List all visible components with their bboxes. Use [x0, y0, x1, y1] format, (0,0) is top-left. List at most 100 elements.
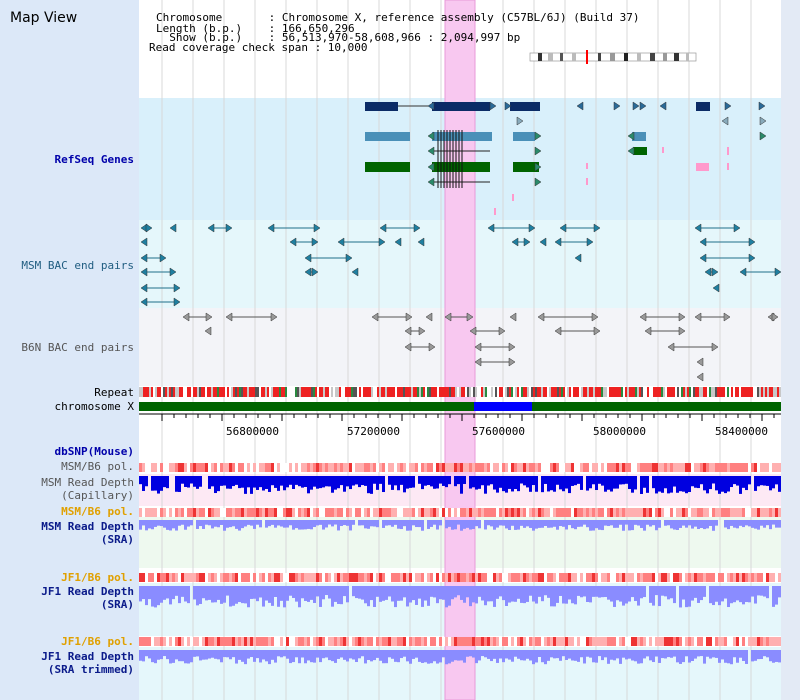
pink-mark: [586, 178, 588, 185]
read-depth-bar: [286, 650, 289, 659]
read-depth-bar: [727, 476, 730, 492]
header-chromosome-line: Chromosome : Chromosome X, reference ass…: [156, 11, 640, 24]
polymorphism-cell: [262, 508, 265, 517]
polymorphism-cell: [571, 637, 574, 646]
read-depth-bar: [313, 650, 316, 663]
repeat-element: [631, 387, 633, 397]
polymorphism-cell: [295, 508, 298, 517]
read-depth-bar: [763, 476, 766, 486]
read-depth-bar: [619, 520, 622, 525]
read-depth-bar: [409, 650, 412, 664]
track-label-dbsnp[interactable]: dbSNP(Mouse): [54, 445, 134, 458]
read-depth-bar: [268, 520, 271, 527]
read-depth-bar: [178, 650, 181, 662]
read-depth-bar: [673, 520, 676, 530]
polymorphism-cell: [142, 508, 145, 517]
polymorphism-cell: [220, 508, 223, 517]
read-depth-bar: [712, 520, 715, 531]
read-depth-bar: [148, 650, 151, 659]
polymorphism-cell: [616, 463, 619, 472]
read-depth-bar: [742, 520, 745, 528]
repeat-element: [639, 387, 641, 397]
map-view-title: Map View: [10, 10, 78, 26]
read-depth-bar: [604, 650, 607, 658]
read-depth-bar: [271, 586, 274, 606]
polymorphism-cell: [277, 573, 280, 582]
polymorphism-cell: [655, 508, 658, 517]
polymorphism-cell: [256, 573, 259, 582]
read-depth-bar: [394, 586, 397, 608]
polymorphism-cell: [322, 573, 325, 582]
read-depth-bar: [328, 476, 331, 487]
polymorphism-cell: [568, 463, 571, 472]
read-depth-bar: [490, 586, 493, 602]
read-depth-bar: [337, 586, 340, 604]
polymorphism-cell: [559, 508, 562, 517]
polymorphism-cell: [766, 463, 769, 472]
polymorphism-cell: [607, 508, 610, 517]
polymorphism-cell: [625, 637, 628, 646]
polymorphism-cell: [718, 463, 721, 472]
read-depth-bar: [211, 586, 214, 603]
polymorphism-cell: [268, 573, 271, 582]
polymorphism-cell: [634, 637, 637, 646]
strand-arrow: [469, 326, 477, 336]
track-label-msm-b6-pol-1: MSM/B6 pol.: [61, 460, 134, 473]
gene-block: [632, 132, 646, 141]
repeat-element: [203, 387, 205, 397]
read-depth-bar: [190, 476, 193, 484]
repeat-element: [335, 387, 337, 397]
read-depth-bar: [445, 476, 448, 488]
polymorphism-cell: [676, 508, 679, 517]
polymorphism-cell: [517, 573, 520, 582]
polymorphism-cell: [445, 463, 448, 472]
polymorphism-cell: [274, 508, 277, 517]
repeat-element: [261, 387, 263, 397]
read-depth-bar: [655, 586, 658, 596]
read-depth-bar: [769, 476, 772, 491]
polymorphism-cell: [508, 508, 511, 517]
polymorphism-cell: [694, 573, 697, 582]
repeat-element: [539, 387, 541, 397]
read-depth-bar: [379, 476, 382, 484]
read-depth-bar: [628, 586, 631, 602]
read-depth-bar: [511, 586, 514, 602]
read-depth-bar: [214, 520, 217, 527]
strand-arrow: [639, 101, 647, 111]
read-depth-bar: [217, 650, 220, 660]
polymorphism-cell: [610, 508, 613, 517]
strand-arrow: [311, 267, 319, 277]
read-depth-bar: [547, 520, 550, 528]
track-label-msm-bac-end-pairs[interactable]: MSM BAC end pairs: [21, 259, 134, 272]
polymorphism-cell: [400, 508, 403, 517]
track-label-b6n-bac-end-pairs[interactable]: B6N BAC end pairs: [21, 341, 134, 354]
read-depth-bar: [235, 586, 238, 604]
repeat-element: [601, 387, 603, 397]
polymorphism-cell: [532, 463, 535, 472]
polymorphism-cell: [160, 573, 163, 582]
repeat-element: [391, 387, 393, 397]
axis-tick-label: 58000000: [593, 425, 646, 438]
read-depth-bar: [556, 586, 559, 603]
repeat-element: [339, 387, 341, 397]
polymorphism-cell: [181, 637, 184, 646]
read-depth-bar: [634, 520, 637, 525]
polymorphism-cell: [736, 508, 739, 517]
track-label-refseq-genes[interactable]: RefSeq Genes: [54, 153, 134, 166]
read-depth-bar: [580, 476, 583, 490]
read-depth-bar: [766, 520, 769, 526]
read-depth-bar: [691, 586, 694, 601]
read-depth-bar: [634, 476, 637, 490]
read-depth-bar: [202, 520, 205, 529]
repeat-element: [295, 387, 297, 397]
repeat-element: [305, 387, 307, 397]
repeat-element: [411, 387, 413, 397]
repeat-element: [277, 387, 279, 397]
polymorphism-cell: [496, 637, 499, 646]
polymorphism-cell: [568, 637, 571, 646]
repeat-element: [455, 387, 457, 397]
read-depth-bar: [652, 520, 655, 526]
polymorphism-cell: [742, 573, 745, 582]
polymorphism-cell: [352, 508, 355, 517]
